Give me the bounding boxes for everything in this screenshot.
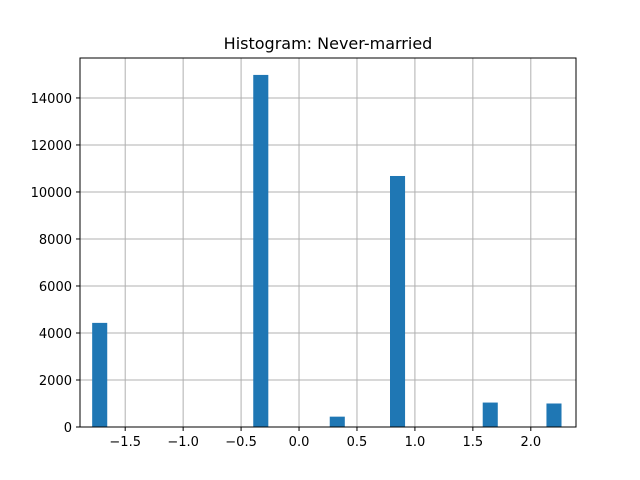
x-tick-label: 0.0: [289, 435, 310, 450]
y-tick-label: 8000: [39, 233, 72, 248]
x-tick-label: −1.5: [109, 435, 141, 450]
chart-title: Histogram: Never-married: [224, 34, 433, 53]
x-tick-label: −1.0: [167, 435, 199, 450]
y-tick-label: 12000: [31, 139, 72, 154]
x-tick-label: 2.0: [520, 435, 541, 450]
x-tick-label: 1.5: [463, 435, 484, 450]
histogram-bar: [92, 322, 108, 427]
y-tick-label: 4000: [39, 327, 72, 342]
y-axis-ticks: 0 2000 4000 6000 8000 10000 12000 14000: [31, 92, 80, 436]
x-tick-label: 0.5: [347, 435, 368, 450]
y-tick-label: 0: [64, 421, 72, 436]
histogram-bars: [92, 74, 562, 427]
x-tick-label: −0.5: [225, 435, 257, 450]
histogram-bar: [253, 74, 269, 427]
histogram-bar: [546, 403, 562, 427]
histogram-bar: [482, 402, 498, 427]
y-tick-label: 14000: [31, 92, 72, 107]
y-tick-label: 6000: [39, 280, 72, 295]
y-tick-label: 10000: [31, 186, 72, 201]
x-tick-label: 1.0: [405, 435, 426, 450]
plot-area-frame: [79, 57, 577, 428]
y-tick-label: 2000: [39, 374, 72, 389]
histogram-bar: [390, 175, 406, 427]
histogram-bar: [329, 416, 345, 427]
x-axis-ticks: −1.5 −1.0 −0.5 0.0 0.5 1.0 1.5 2.0: [109, 427, 541, 450]
